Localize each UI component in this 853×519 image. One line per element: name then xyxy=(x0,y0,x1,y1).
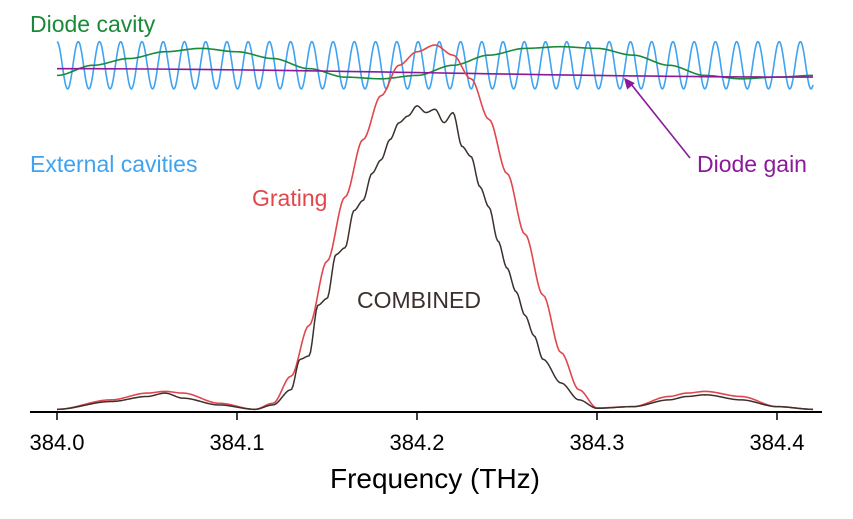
label-grating: Grating xyxy=(252,185,327,211)
x-tick-label: 384.3 xyxy=(569,430,624,455)
x-tick-label: 384.4 xyxy=(749,430,804,455)
series-diode-gain xyxy=(56,67,814,78)
series-external-cavities xyxy=(56,40,814,90)
annotation-layer: Diode cavity External cavities Diode gai… xyxy=(30,11,807,494)
label-combined: COMBINED xyxy=(357,287,481,313)
label-diode-gain: Diode gain xyxy=(697,151,807,177)
diode-gain-arrow xyxy=(624,77,691,159)
label-diode-cavity: Diode cavity xyxy=(30,11,156,37)
x-tick-label: 384.1 xyxy=(209,430,264,455)
series-grating xyxy=(56,44,814,411)
x-tick-label: 384.2 xyxy=(389,430,444,455)
series-layer xyxy=(56,40,814,411)
x-tick-label: 384.0 xyxy=(29,430,84,455)
series-diode-cavity xyxy=(56,45,814,80)
series-combined xyxy=(56,105,814,411)
arrow-shaft xyxy=(629,82,691,159)
x-axis: 384.0 384.1 384.2 384.3 384.4 xyxy=(29,411,822,455)
x-axis-title: Frequency (THz) xyxy=(330,463,540,494)
label-external-cavities: External cavities xyxy=(30,151,197,177)
arrow-head xyxy=(624,77,635,90)
